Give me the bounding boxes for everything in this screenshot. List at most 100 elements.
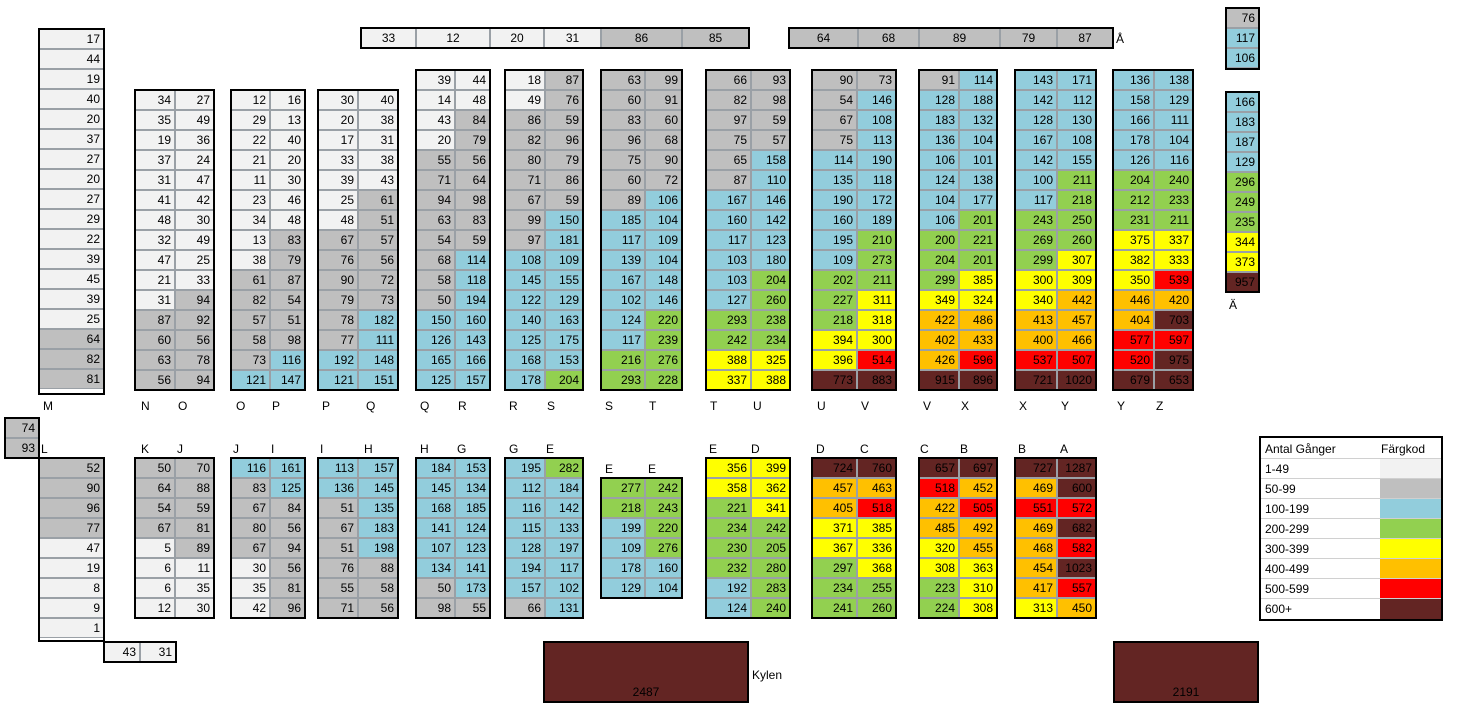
lower-cell: 320 xyxy=(919,538,959,558)
top-row-left-cell: 31 xyxy=(544,28,601,48)
upper-cell: 128 xyxy=(1015,110,1057,130)
upper-cell: 142 xyxy=(1015,90,1057,110)
col-l-cell: 1 xyxy=(39,618,104,638)
lower-cell: 195 xyxy=(505,458,545,478)
upper-cell: 79 xyxy=(318,290,358,310)
upper-cell: 78 xyxy=(175,350,214,370)
upper-cell: 31 xyxy=(135,170,175,190)
upper-cell: 83 xyxy=(455,210,490,230)
lower-cell: 128 xyxy=(505,538,545,558)
lower-cell: 56 xyxy=(270,518,305,538)
upper-cell: 190 xyxy=(857,150,896,170)
lower-cell: 283 xyxy=(751,578,790,598)
upper-cell: 293 xyxy=(706,310,751,330)
upper-cell: 337 xyxy=(706,370,751,390)
upper-cell: 210 xyxy=(857,230,896,250)
lower-column-label: E xyxy=(709,442,718,456)
lower-cell: 50 xyxy=(416,578,455,598)
upper-cell: 75 xyxy=(812,130,857,150)
upper-cell: 90 xyxy=(318,270,358,290)
upper-cell: 250 xyxy=(1057,210,1096,230)
legend-swatch xyxy=(1380,459,1441,479)
lower-cell: 260 xyxy=(857,598,896,618)
upper-cell: 400 xyxy=(1015,330,1057,350)
upper-column-label: Y xyxy=(1061,399,1070,413)
upper-cell: 155 xyxy=(1057,150,1096,170)
lower-cell: 358 xyxy=(706,478,751,498)
upper-cell: 396 xyxy=(812,350,857,370)
upper-cell: 94 xyxy=(175,290,214,310)
kylen-label: Kylen xyxy=(752,668,783,682)
lower-cell: 81 xyxy=(270,578,305,598)
upper-cell: 63 xyxy=(416,210,455,230)
upper-cell: 55 xyxy=(416,150,455,170)
top-row-right-cell: 87 xyxy=(1057,28,1113,48)
upper-cell: 76 xyxy=(545,90,583,110)
upper-cell: 57 xyxy=(358,230,398,250)
upper-cell: 31 xyxy=(358,130,398,150)
lower-cell: 760 xyxy=(857,458,896,478)
upper-cell: 49 xyxy=(505,90,545,110)
lower-cell: 1023 xyxy=(1057,558,1096,578)
upper-cell: 75 xyxy=(706,130,751,150)
legend-range: 300-399 xyxy=(1265,542,1310,556)
upper-cell: 20 xyxy=(270,150,305,170)
upper-cell: 82 xyxy=(505,130,545,150)
upper-cell: 87 xyxy=(270,270,305,290)
upper-cell: 442 xyxy=(1057,290,1096,310)
upper-cell: 318 xyxy=(857,310,896,330)
upper-cell: 269 xyxy=(1015,230,1057,250)
upper-cell: 653 xyxy=(1154,370,1193,390)
upper-cell: 104 xyxy=(1154,130,1193,150)
col-m-cell: 81 xyxy=(39,369,104,389)
upper-cell: 34 xyxy=(231,210,270,230)
upper-cell: 63 xyxy=(135,350,175,370)
lower-cell: 67 xyxy=(135,518,175,538)
upper-cell: 382 xyxy=(1113,250,1154,270)
lower-cell: 184 xyxy=(416,458,455,478)
upper-cell: 65 xyxy=(706,150,751,170)
upper-cell: 59 xyxy=(455,230,490,250)
lower-cell: 160 xyxy=(645,558,682,578)
upper-cell: 66 xyxy=(706,70,751,90)
lower-cell: 66 xyxy=(505,598,545,618)
upper-cell: 385 xyxy=(959,270,997,290)
lower-cell: 371 xyxy=(812,518,857,538)
upper-cell: 189 xyxy=(857,210,896,230)
lower-cell: 341 xyxy=(751,498,790,518)
lower-cell: 153 xyxy=(455,458,490,478)
upper-cell: 311 xyxy=(857,290,896,310)
lower-cell: 242 xyxy=(645,478,682,498)
upper-cell: 228 xyxy=(645,370,682,390)
upper-cell: 276 xyxy=(645,350,682,370)
upper-cell: 171 xyxy=(1057,70,1096,90)
upper-cell: 67 xyxy=(318,230,358,250)
legend-row: 400-499 xyxy=(1261,558,1441,579)
upper-cell: 349 xyxy=(919,290,959,310)
upper-cell: 113 xyxy=(857,130,896,150)
col-l-cell: 9 xyxy=(39,598,104,618)
col-m-cell: 29 xyxy=(39,209,104,229)
upper-cell: 41 xyxy=(135,190,175,210)
upper-cell: 486 xyxy=(959,310,997,330)
lower-cell: 145 xyxy=(358,478,398,498)
legend-row: 100-199 xyxy=(1261,498,1441,519)
upper-cell: 218 xyxy=(1057,190,1096,210)
upper-cell: 185 xyxy=(601,210,645,230)
upper-cell: 146 xyxy=(645,290,682,310)
upper-column-label: M xyxy=(43,399,53,413)
lower-cell: 468 xyxy=(1015,538,1057,558)
upper-cell: 129 xyxy=(545,290,583,310)
upper-column-label: V xyxy=(861,399,870,413)
upper-column-label: Y xyxy=(1117,399,1126,413)
upper-cell: 190 xyxy=(812,190,857,210)
legend-range: 500-599 xyxy=(1265,582,1310,596)
upper-cell: 325 xyxy=(751,350,790,370)
lower-cell: 184 xyxy=(545,478,583,498)
upper-column-label: X xyxy=(961,399,970,413)
upper-cell: 25 xyxy=(318,190,358,210)
col-ae-cell: 166 xyxy=(1226,92,1259,112)
upper-cell: 172 xyxy=(857,190,896,210)
lower-cell: 234 xyxy=(706,518,751,538)
